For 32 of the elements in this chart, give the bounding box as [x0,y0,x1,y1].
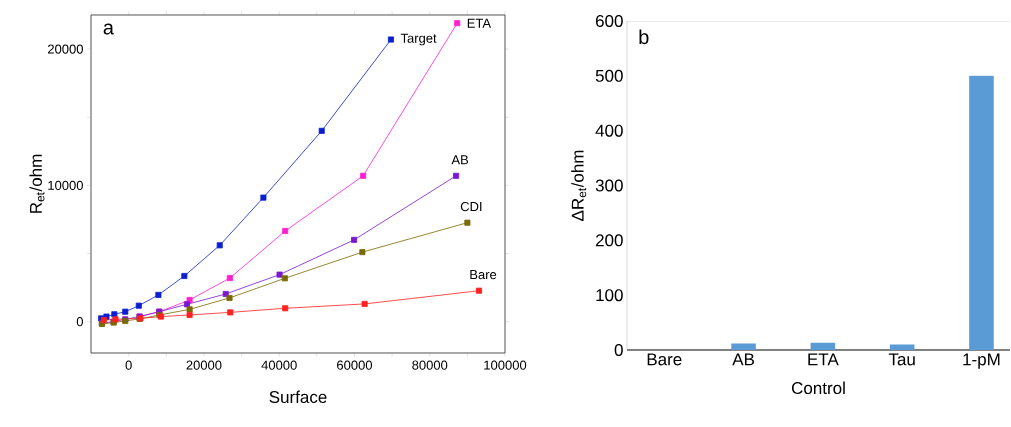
y-tick-label: 0 [614,343,623,357]
series-label: ETA [467,18,492,28]
series-label: Target [400,33,437,46]
x-tick-label: 1-pM [963,353,1000,369]
x-axis-title: Control [791,381,845,395]
y-tick-label: 600 [595,14,623,28]
annotation: a [103,23,114,35]
x-tick-label: Bare [647,353,682,366]
y-axis-title: R$_{et}$/ohm [29,154,45,213]
x-tick-label: AB [732,353,755,366]
y-axis-title: ΔR$_{et}$/ohm [571,150,587,221]
y-tick-label: 10000 [48,180,83,190]
y-tick-label: 200 [595,234,623,247]
series-label: Bare [470,270,497,280]
x-tick-label: Tau [888,353,915,366]
x-tick-label: 0 [125,360,132,370]
x-tick-label: 40000 [261,360,297,370]
x-axis-title: Surface [269,390,327,404]
x-tick-label: 20000 [186,360,222,370]
y-tick-label: 20000 [47,44,83,54]
annotation: b [639,29,649,45]
y-tick-label: 100 [596,289,623,302]
y-tick-label: 500 [595,69,623,82]
series-label: AB [451,155,469,165]
x-tick-label: ETA [808,353,839,366]
y-tick-label: 300 [595,179,623,192]
y-tick-label: 0 [76,317,83,327]
x-tick-label: 80000 [412,360,448,370]
y-tick-label: 400 [595,124,623,137]
x-tick-label: 100000 [484,360,527,370]
series-label: CDI [460,201,482,212]
x-tick-label: 60000 [337,360,373,370]
